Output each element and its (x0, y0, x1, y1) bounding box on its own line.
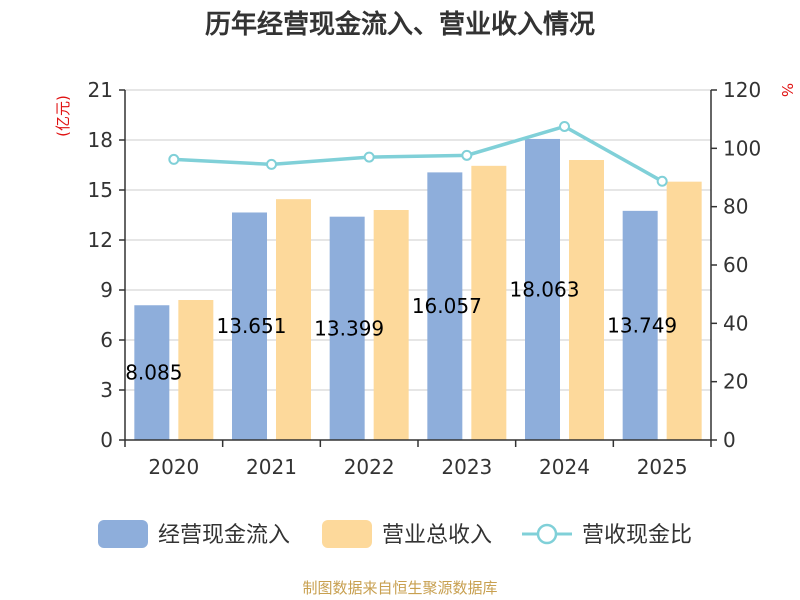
bar-revenue (373, 210, 409, 440)
chart-title: 历年经营现金流入、营业收入情况 (205, 9, 595, 40)
left-tick-label: 6 (100, 328, 113, 352)
bar-revenue (471, 165, 507, 441)
x-tick-label: 2021 (246, 455, 297, 479)
legend-swatch (98, 520, 148, 548)
ratio-point (559, 120, 570, 132)
right-tick-label: 120 (723, 78, 761, 102)
right-tick-label: 60 (723, 253, 748, 277)
legend-label: 营业总收入 (382, 523, 492, 548)
right-axis-unit: % (778, 83, 796, 97)
bar-revenue (276, 199, 311, 440)
left-tick-label: 3 (100, 378, 113, 402)
bar-cash-inflow (329, 216, 365, 440)
data-label: 13.399 (314, 316, 384, 340)
x-tick-label: 2025 (637, 455, 688, 479)
axes: 0 3 6 9 12 15 18 21 0 20 40 60 80 100 120 2020 2021 2022 2… (88, 78, 762, 479)
data-label: 18.063 (510, 277, 580, 301)
bar-cash-inflow (622, 210, 658, 440)
right-tick-label: 0 (723, 428, 736, 452)
right-tick-label: 80 (723, 195, 748, 219)
legend-marker (536, 523, 558, 545)
legend: 经营现金流入 营业总收入 营收现金比 (98, 520, 692, 548)
bar-revenue (569, 160, 604, 440)
left-tick-label: 18 (88, 128, 113, 152)
x-tick-label: 2022 (344, 455, 395, 479)
ratio-point (363, 151, 375, 163)
x-tick-label: 2023 (441, 455, 492, 479)
bar-cash-inflow (134, 305, 170, 440)
ratio-point (656, 175, 668, 187)
gridlines (125, 89, 711, 441)
bars (134, 138, 702, 441)
right-tick-label: 40 (723, 311, 748, 335)
data-label: 16.057 (412, 294, 482, 318)
legend-label: 经营现金流入 (158, 523, 290, 548)
source-note: 制图数据来自恒生聚源数据库 (302, 579, 497, 597)
ratio-point (461, 149, 473, 161)
x-tick-label: 2020 (148, 455, 199, 479)
bar-cash-inflow (427, 172, 463, 440)
x-tick-label: 2024 (539, 455, 590, 479)
bar-cash-inflow (232, 212, 267, 440)
left-tick-label: 21 (88, 78, 113, 102)
data-labels: 8.085 13.651 13.399 16.057 18.063 13.749 (125, 277, 677, 384)
ratio-line (168, 120, 668, 187)
bar-cash-inflow (525, 138, 560, 440)
legend-label: 营收现金比 (582, 523, 692, 548)
legend-swatch (322, 520, 372, 548)
left-tick-label: 0 (100, 428, 113, 452)
ratio-point (168, 153, 180, 165)
data-label: 8.085 (125, 361, 182, 385)
bar-revenue (178, 300, 214, 440)
left-tick-label: 15 (88, 178, 113, 202)
left-axis-unit: (亿元) (54, 95, 72, 137)
left-tick-label: 9 (100, 278, 113, 302)
bar-revenue (666, 181, 702, 440)
data-label: 13.651 (217, 314, 287, 338)
ratio-line-path (173, 124, 664, 183)
data-label: 13.749 (607, 313, 677, 337)
right-tick-label: 100 (723, 136, 761, 160)
right-tick-label: 20 (723, 370, 748, 394)
left-tick-label: 12 (88, 228, 113, 252)
ratio-point (266, 158, 277, 170)
